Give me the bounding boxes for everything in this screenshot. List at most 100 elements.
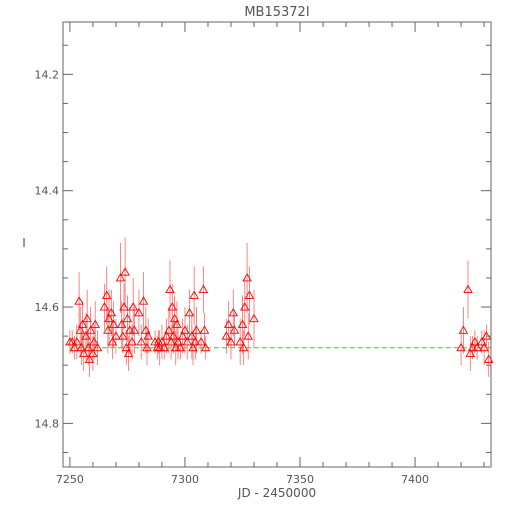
data-point: [108, 319, 119, 328]
data-point: [127, 337, 137, 346]
y-tick-label: 14.8: [35, 417, 60, 430]
data-point: [191, 325, 202, 334]
data-point: [470, 337, 480, 346]
data-point: [142, 342, 152, 352]
axis-tick-labels: 7250 7300 7350 7400 14.2 14.4 14.6 14.8: [35, 68, 430, 486]
data-point: [190, 337, 201, 346]
data-point: [111, 331, 121, 340]
data-point: [76, 342, 87, 352]
data-point: [104, 313, 114, 323]
data-point: [472, 342, 482, 352]
data-point: [170, 342, 181, 352]
data-point: [228, 307, 239, 317]
data-point: [463, 284, 473, 294]
data-point: [123, 348, 134, 358]
data-point: [83, 342, 94, 352]
x-tick-label: 7350: [286, 473, 314, 486]
data-point: [175, 342, 186, 352]
data-point: [118, 331, 128, 340]
data-point: [182, 337, 193, 346]
data-point: [166, 337, 176, 346]
data-point: [173, 337, 183, 346]
data-point: [244, 290, 255, 299]
chart-title: MB15372I: [244, 5, 309, 20]
data-point: [243, 331, 254, 340]
data-point: [456, 342, 466, 352]
data-point: [187, 331, 197, 340]
data-point: [479, 342, 489, 352]
data-point: [165, 284, 175, 294]
data-point: [72, 337, 82, 346]
data-point: [106, 307, 117, 317]
data-point: [143, 331, 153, 340]
data-point: [481, 331, 492, 340]
data-point: [134, 307, 144, 317]
data-point: [122, 313, 133, 323]
data-point: [199, 325, 210, 334]
data-point: [128, 302, 138, 311]
data-point: [200, 342, 211, 352]
data-points: [65, 267, 494, 363]
data-point: [88, 348, 98, 358]
data-point: [465, 348, 476, 358]
data-point: [159, 342, 170, 352]
data-point: [237, 319, 248, 328]
data-point: [121, 342, 132, 352]
data-point: [89, 337, 99, 346]
data-point: [67, 337, 77, 346]
plot-frame: [62, 21, 492, 468]
data-point: [90, 319, 100, 328]
data-point: [240, 302, 250, 311]
data-point: [129, 325, 140, 334]
data-point: [221, 331, 232, 340]
data-point: [141, 325, 151, 334]
x-axis-label: JD - 2450000: [237, 486, 316, 500]
data-point: [477, 337, 487, 346]
data-point: [85, 325, 96, 334]
data-point: [161, 331, 172, 340]
data-point: [101, 290, 112, 299]
data-point: [180, 325, 190, 334]
data-point: [238, 342, 249, 352]
data-point: [124, 325, 135, 334]
data-point: [458, 325, 469, 334]
x-tick-label: 7300: [171, 473, 199, 486]
data-point: [184, 307, 195, 317]
data-point: [223, 319, 234, 328]
y-axis-label: I: [22, 236, 26, 250]
data-point: [198, 284, 209, 294]
data-point: [196, 337, 206, 346]
data-point: [167, 302, 178, 311]
data-point: [172, 319, 182, 328]
data-point: [75, 325, 86, 334]
x-tick-label: 7400: [401, 473, 429, 486]
data-point: [92, 342, 103, 352]
y-tick-label: 14.6: [35, 301, 60, 314]
data-point: [169, 313, 180, 323]
data-point: [467, 342, 478, 352]
y-tick-label: 14.4: [35, 185, 60, 198]
data-point: [164, 325, 174, 334]
data-point: [84, 354, 95, 363]
data-point: [242, 273, 252, 282]
data-point: [189, 290, 199, 299]
data-point: [82, 313, 92, 323]
error-bars: [69, 237, 490, 377]
data-point: [168, 331, 179, 340]
data-point: [78, 348, 89, 358]
data-point: [115, 273, 126, 282]
data-point: [77, 319, 88, 328]
data-point: [116, 319, 127, 328]
data-point: [136, 337, 147, 346]
data-point: [483, 354, 494, 363]
data-point: [99, 302, 110, 311]
data-point: [177, 331, 188, 340]
x-tick-label: 7250: [56, 473, 84, 486]
data-point: [157, 337, 167, 346]
data-point: [107, 337, 118, 346]
data-point: [154, 342, 165, 352]
data-point: [229, 325, 240, 334]
y-tick-label: 14.2: [35, 68, 60, 81]
